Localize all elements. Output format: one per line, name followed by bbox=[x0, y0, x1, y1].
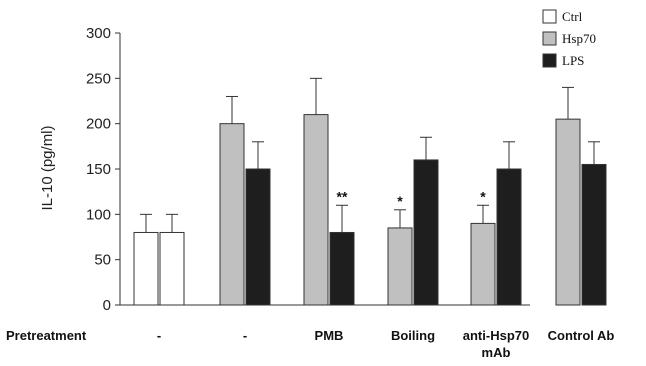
significance-marker: ** bbox=[337, 188, 348, 204]
bar-group bbox=[219, 95, 271, 306]
bar-group: ** bbox=[303, 77, 355, 306]
y-tick-label: 50 bbox=[94, 252, 111, 269]
legend-label: Hsp70 bbox=[562, 31, 596, 46]
y-tick-label: 300 bbox=[86, 25, 111, 42]
y-tick-label: 200 bbox=[86, 116, 111, 133]
category-label: PMB bbox=[315, 328, 344, 343]
bar-group bbox=[133, 213, 185, 306]
legend-label: Ctrl bbox=[562, 9, 583, 24]
bar-hsp70 bbox=[555, 118, 581, 306]
bar-hsp70 bbox=[387, 227, 413, 306]
bars: ** * * bbox=[133, 77, 607, 306]
bar-lps bbox=[581, 163, 607, 306]
significance-marker: * bbox=[480, 188, 486, 204]
pretreatment-row-label: Pretreatment bbox=[6, 328, 87, 343]
bar-ctrl bbox=[159, 231, 185, 306]
bar-hsp70 bbox=[219, 123, 245, 306]
bar-lps bbox=[496, 168, 522, 306]
y-tick-label: 100 bbox=[86, 206, 111, 223]
bar-lps bbox=[245, 168, 271, 306]
bar-group: * bbox=[387, 136, 439, 306]
legend-label: LPS bbox=[562, 53, 584, 68]
legend-swatch-hsp70 bbox=[542, 31, 557, 46]
category-labels: - - PMB Boiling anti-Hsp70 mAb Control Ab bbox=[157, 328, 615, 360]
category-label: - bbox=[243, 328, 247, 343]
legend: Ctrl Hsp70 LPS bbox=[542, 9, 596, 68]
bar-lps bbox=[413, 159, 439, 306]
y-axis: 0 50 100 150 200 250 300 bbox=[86, 25, 121, 314]
significance-marker: * bbox=[397, 193, 403, 209]
y-tick-label: 250 bbox=[86, 70, 111, 87]
bar-hsp70 bbox=[303, 114, 329, 306]
bar-ctrl bbox=[133, 231, 159, 306]
bar-group bbox=[555, 86, 607, 306]
category-label: anti-Hsp70 mAb bbox=[463, 328, 529, 360]
y-tick-label: 150 bbox=[86, 161, 111, 178]
bar-hsp70 bbox=[470, 222, 496, 306]
legend-swatch-ctrl bbox=[542, 9, 557, 24]
category-label: - bbox=[157, 328, 161, 343]
y-tick-label: 0 bbox=[103, 297, 111, 314]
y-axis-title: IL-10 (pg/ml) bbox=[39, 125, 56, 210]
legend-swatch-lps bbox=[542, 53, 557, 68]
category-label: Boiling bbox=[391, 328, 435, 343]
bar-group: * bbox=[470, 141, 522, 306]
category-label: Control Ab bbox=[548, 328, 615, 343]
bar-lps bbox=[329, 231, 355, 306]
